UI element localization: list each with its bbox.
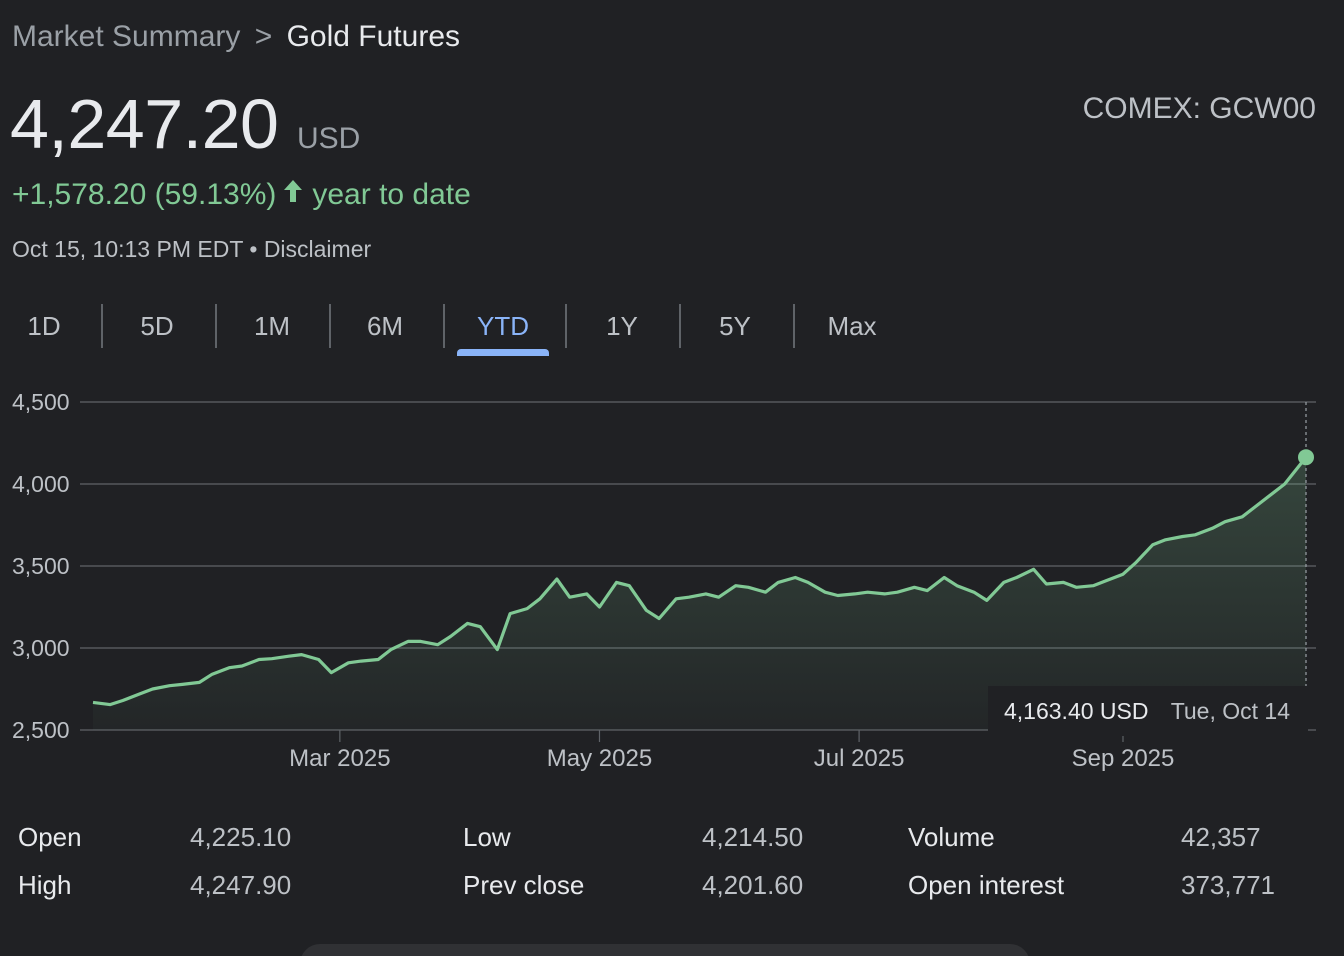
quote-timestamp: Oct 15, 10:13 PM EDT	[12, 236, 243, 262]
x-tick-label: Sep 2025	[1072, 745, 1175, 772]
breadcrumb: Market Summary > Gold Futures	[12, 20, 460, 54]
arrow-up-icon	[282, 178, 304, 212]
tab-ytd[interactable]: YTD	[457, 296, 549, 356]
breadcrumb-market-summary[interactable]: Market Summary	[12, 20, 241, 53]
tab-divider	[101, 304, 103, 348]
y-tick-label: 2,500	[12, 717, 70, 743]
stats-table: Open 4,225.10 High 4,247.90 Low 4,214.50 Prev …	[0, 812, 1344, 912]
y-tick-label: 4,000	[12, 471, 70, 497]
breadcrumb-current: Gold Futures	[286, 20, 461, 53]
tooltip-date: Tue, Oct 14	[1171, 698, 1291, 724]
tab-label: 5Y	[719, 310, 751, 341]
stat-label-open: Open	[18, 822, 82, 852]
tab-5d[interactable]: 5D	[117, 296, 197, 356]
tab-label: 6M	[366, 310, 404, 341]
change-row: +1,578.20 (59.13%) year to date	[12, 178, 471, 212]
tooltip-value: 4,163.40 USD	[1004, 698, 1148, 724]
price-row: 4,247.20 USD	[10, 84, 360, 164]
tab-label: 1D	[27, 310, 61, 341]
change-period: year to date	[312, 178, 471, 211]
timestamp-row: Oct 15, 10:13 PM EDT • Disclaimer	[12, 236, 371, 263]
breadcrumb-separator: >	[254, 20, 273, 53]
tab-divider	[565, 304, 567, 348]
tab-divider	[329, 304, 331, 348]
current-price: 4,247.20	[10, 85, 279, 163]
tab-1m[interactable]: 1M	[232, 296, 312, 356]
tab-1y[interactable]: 1Y	[582, 296, 662, 356]
y-tick-label: 3,500	[12, 553, 70, 579]
tooltip-box	[988, 686, 1308, 736]
stat-value-open-interest: 373,771	[1181, 870, 1275, 900]
disclaimer-link[interactable]: Disclaimer	[263, 236, 372, 262]
price-line	[92, 456, 1308, 707]
tab-6m[interactable]: 6M	[345, 296, 425, 356]
bottom-search-bar[interactable]	[300, 944, 1030, 956]
exchange-ticker: COMEX: GCW00	[1082, 92, 1316, 125]
range-tabs: 1D 5D 1M 6M YTD 1Y 5Y Max	[0, 296, 920, 356]
tab-label: YTD	[477, 310, 529, 341]
tab-divider	[215, 304, 217, 348]
stat-label-high: High	[18, 870, 72, 900]
stat-label-volume: Volume	[908, 822, 995, 852]
tab-label: 1Y	[606, 310, 638, 341]
tab-1d[interactable]: 1D	[9, 296, 79, 356]
stat-value-high: 4,247.90	[190, 870, 292, 900]
tab-5y[interactable]: 5Y	[695, 296, 775, 356]
price-area	[93, 457, 1306, 730]
x-tick-label: Mar 2025	[289, 745, 390, 772]
y-tick-label: 4,500	[12, 389, 70, 415]
stat-label-prev-close: Prev close	[463, 870, 585, 900]
tab-divider	[679, 304, 681, 348]
stat-value-volume: 42,357	[1181, 822, 1261, 852]
tab-divider	[793, 304, 795, 348]
price-chart[interactable]: 4,500 4,000 3,500 3,000 2,500 Mar 2025 May 202…	[0, 380, 1344, 780]
x-tick-label: May 2025	[547, 745, 652, 772]
x-tick-label: Jul 2025	[814, 745, 905, 772]
y-tick-label: 3,000	[12, 635, 70, 661]
hover-point	[1298, 449, 1314, 466]
stat-value-open: 4,225.10	[190, 822, 292, 852]
stat-value-low: 4,214.50	[702, 822, 804, 852]
tab-label: Max	[827, 310, 877, 341]
price-change: +1,578.20 (59.13%)	[12, 178, 277, 211]
stat-label-open-interest: Open interest	[908, 870, 1065, 900]
tab-divider	[443, 304, 445, 348]
tab-label: 1M	[253, 310, 291, 341]
bullet-separator: •	[249, 236, 264, 262]
tab-max[interactable]: Max	[807, 296, 897, 356]
active-tab-indicator	[457, 349, 549, 356]
stat-label-low: Low	[463, 822, 511, 852]
currency-label: USD	[296, 122, 361, 155]
stat-value-prev-close: 4,201.60	[702, 870, 804, 900]
tab-label: 5D	[140, 310, 174, 341]
